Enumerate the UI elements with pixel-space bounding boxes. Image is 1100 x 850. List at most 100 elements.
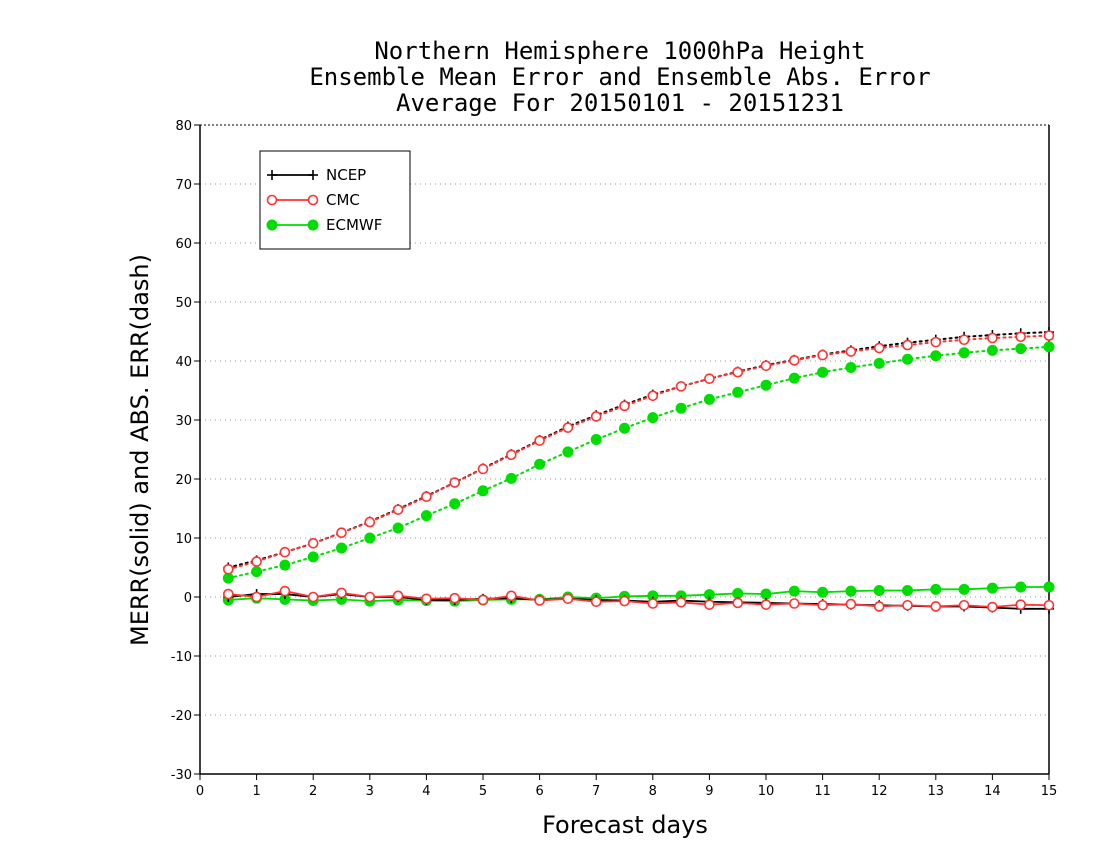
cmc-abs-error-point (1043, 330, 1055, 341)
ecmwf-mean-error-point (788, 585, 800, 597)
ecmwf-abs-error-point (986, 344, 998, 356)
ecmwf-abs-error-point (364, 532, 376, 544)
ecmwf-abs-error-point (788, 372, 800, 384)
cmc-abs-error-point (675, 381, 687, 392)
cmc-mean-error-point (449, 592, 461, 604)
cmc-mean-error-line (228, 590, 1050, 608)
cmc-abs-error-point (619, 400, 630, 412)
ecmwf-abs-error-point (420, 510, 432, 522)
cmc-abs-error-point (1015, 331, 1027, 343)
y-tick-label: 60 (175, 237, 192, 252)
legend-marker-start (266, 194, 278, 206)
cmc-abs-error-point (251, 556, 262, 567)
ecmwf-abs-error-point (873, 357, 885, 369)
ecmwf-mean-error-point (1015, 581, 1027, 593)
cmc-abs-error-point (534, 435, 545, 446)
ecmwf-abs-error-point (562, 446, 574, 458)
cmc-abs-error-point (562, 422, 574, 433)
cmc-abs-error-point (873, 342, 885, 354)
x-tick-label: 8 (649, 784, 657, 799)
series-cmc (223, 330, 1055, 613)
y-axis-label: MERR(solid) and ABS. ERR(dash) (126, 254, 154, 646)
ecmwf-mean-error-point (873, 585, 885, 597)
ecmwf-abs-error-line (227, 345, 1050, 580)
legend-entry-cmc: CMC (266, 191, 360, 209)
ecmwf-mean-error-point (902, 585, 913, 597)
ecmwf-abs-error-point (534, 458, 546, 470)
cmc-abs-error-point (364, 516, 376, 528)
ncep-abs-error-line (227, 331, 1050, 569)
y-tick-label: 20 (175, 473, 192, 488)
grid-lines (200, 124, 1049, 716)
series-ncep (223, 327, 1054, 614)
title-line-3: Average For 20150101 - 20151231 (396, 89, 844, 117)
legend-label: NCEP (326, 166, 366, 184)
cmc-mean-error-point (534, 595, 545, 606)
x-tick-label: 14 (984, 784, 1001, 799)
ecmwf-abs-error-point (958, 347, 970, 359)
cmc-mean-error-point (477, 594, 489, 606)
ecmwf-abs-error-point (930, 350, 942, 362)
cmc-abs-error-point (987, 332, 998, 344)
cmc-mean-error-point (675, 597, 687, 608)
cmc-abs-error-point (647, 390, 659, 402)
cmc-mean-error-point (279, 585, 291, 597)
cmc-abs-error-point (392, 504, 404, 515)
title-line-1: Northern Hemisphere 1000hPa Height (374, 37, 865, 65)
ecmwf-abs-error-point (619, 422, 630, 434)
cmc-mean-error-point (732, 597, 744, 609)
cmc-mean-error-point (647, 598, 659, 609)
ecmwf-abs-error-point (307, 551, 319, 563)
cmc-mean-error-point (562, 593, 574, 605)
ecmwf-abs-error-point (1015, 343, 1027, 355)
ecmwf-abs-error-point (902, 353, 913, 365)
cmc-abs-error-point (788, 355, 800, 366)
x-tick-label: 1 (252, 784, 260, 799)
cmc-abs-error-point (223, 563, 234, 575)
cmc-abs-error-point (590, 411, 602, 422)
y-tick-label: 50 (175, 296, 192, 311)
cmc-abs-error-point (449, 477, 461, 488)
ecmwf-mean-error-point (760, 588, 772, 600)
x-tick-label: 15 (1041, 784, 1058, 799)
ecmwf-abs-error-point (222, 572, 234, 584)
cmc-abs-error-point (902, 339, 913, 351)
x-tick-label: 11 (814, 784, 831, 799)
cmc-mean-error-point (1043, 599, 1055, 611)
ecmwf-abs-error-point (647, 412, 659, 424)
cmc-abs-error-point (279, 546, 291, 558)
legend-marker-end (307, 194, 319, 206)
x-tick-label: 4 (422, 784, 430, 799)
ecmwf-abs-error-point (279, 559, 291, 571)
cmc-mean-error-point (930, 601, 942, 612)
x-tick-label: 13 (928, 784, 945, 799)
x-tick-label: 6 (535, 784, 543, 799)
cmc-mean-error-point (873, 601, 885, 612)
cmc-mean-error-point (251, 591, 262, 603)
ecmwf-abs-error-point (1043, 341, 1055, 353)
cmc-abs-error-point (930, 336, 942, 348)
ecmwf-abs-error-point (336, 542, 347, 554)
ecmwf-abs-error-point (845, 361, 857, 373)
ecmwf-abs-error-point (392, 522, 404, 534)
y-tick-label: -30 (171, 768, 192, 783)
ecmwf-mean-error-point (958, 583, 970, 595)
ecmwf-mean-error-point (930, 583, 942, 595)
cmc-mean-error-point (590, 596, 602, 608)
ecmwf-abs-error-point (590, 433, 602, 445)
ecmwf-abs-error-point (817, 366, 829, 378)
cmc-mean-error-point (336, 587, 347, 599)
cmc-mean-error-point (421, 593, 432, 605)
cmc-mean-error-point (788, 598, 800, 609)
data-series (222, 327, 1055, 614)
legend-label: CMC (326, 191, 360, 209)
title-line-2: Ensemble Mean Error and Ensemble Abs. Er… (309, 63, 930, 91)
cmc-mean-error-point (364, 591, 376, 603)
legend-label: ECMWF (326, 216, 382, 234)
x-tick-label: 12 (871, 784, 888, 799)
cmc-mean-error-point (817, 599, 828, 611)
x-tick-label: 2 (309, 784, 317, 799)
legend-entry-ncep: NCEP (267, 166, 366, 184)
cmc-abs-error-point (505, 449, 517, 461)
ecmwf-mean-error-point (732, 587, 744, 599)
